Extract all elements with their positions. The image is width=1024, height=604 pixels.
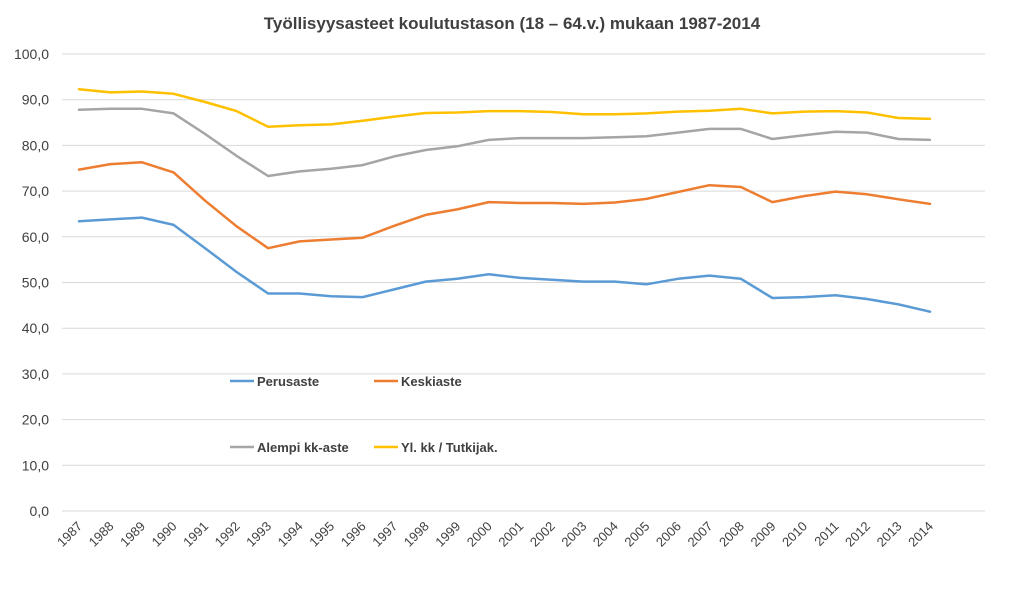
gridlines [62, 53, 985, 512]
x-tick-label: 2012 [842, 519, 873, 550]
x-tick-label: 2002 [527, 519, 558, 550]
y-tick-label: 20,0 [22, 412, 49, 428]
x-tick-label: 2001 [495, 519, 526, 550]
x-tick-label: 1997 [369, 519, 400, 550]
series-lines [77, 87, 932, 313]
series-line-3 [77, 87, 932, 128]
x-tick-label: 2007 [684, 519, 715, 550]
x-axis-tick-labels: 1987 1988 1989 1990 1991 1992 1993 1994 1995 1996… [54, 519, 936, 550]
x-tick-label: 1987 [54, 519, 85, 550]
x-tick-label: 2009 [748, 519, 779, 550]
x-tick-label: 1990 [149, 519, 180, 550]
chart-title: Työllisyysasteet koulutustason (18 – 64.… [264, 14, 761, 33]
y-tick-label: 70,0 [22, 183, 49, 199]
legend-label: Alempi kk-aste [257, 440, 349, 455]
legend-label: Perusaste [257, 374, 319, 389]
x-tick-label: 2008 [716, 519, 747, 550]
y-tick-label: 30,0 [22, 366, 49, 382]
y-tick-label: 60,0 [22, 229, 49, 245]
x-tick-label: 1998 [401, 519, 432, 550]
x-tick-label: 1993 [243, 519, 274, 550]
y-tick-label: 40,0 [22, 320, 49, 336]
x-tick-label: 2014 [905, 519, 936, 550]
x-tick-label: 2010 [779, 519, 810, 550]
y-tick-label: 100,0 [14, 46, 49, 62]
legend-label: Keskiaste [401, 374, 462, 389]
x-tick-label: 1995 [306, 519, 337, 550]
x-tick-label: 2004 [590, 519, 621, 550]
y-tick-label: 0,0 [30, 503, 50, 519]
x-tick-label: 1989 [117, 519, 148, 550]
x-tick-label: 1994 [275, 519, 306, 550]
x-tick-label: 2011 [811, 519, 841, 549]
y-tick-label: 10,0 [22, 457, 49, 473]
series-line-1 [77, 161, 932, 250]
x-tick-label: 2000 [464, 519, 495, 550]
series-line-0 [77, 216, 932, 313]
x-tick-label: 2006 [653, 519, 684, 550]
y-tick-label: 80,0 [22, 137, 49, 153]
y-tick-label: 90,0 [22, 92, 49, 108]
x-tick-label: 1991 [180, 519, 211, 550]
x-tick-label: 2005 [621, 519, 652, 550]
y-tick-label: 50,0 [22, 275, 49, 291]
x-tick-label: 2003 [558, 519, 589, 550]
legend: Perusaste Keskiaste Alempi kk-aste Yl. kk /… [230, 374, 498, 455]
x-tick-label: 1999 [432, 519, 463, 550]
x-tick-label: 1988 [86, 519, 117, 550]
x-tick-label: 2013 [874, 519, 905, 550]
legend-label: Yl. kk / Tutkijak. [401, 440, 498, 455]
series-line-2 [77, 107, 932, 178]
x-tick-label: 1992 [212, 519, 243, 550]
x-tick-label: 1996 [338, 519, 369, 550]
y-axis-tick-labels: 0,0 10,0 20,0 30,0 40,0 50,0 60,0 70,0 80,0 90,0 1… [14, 46, 49, 519]
